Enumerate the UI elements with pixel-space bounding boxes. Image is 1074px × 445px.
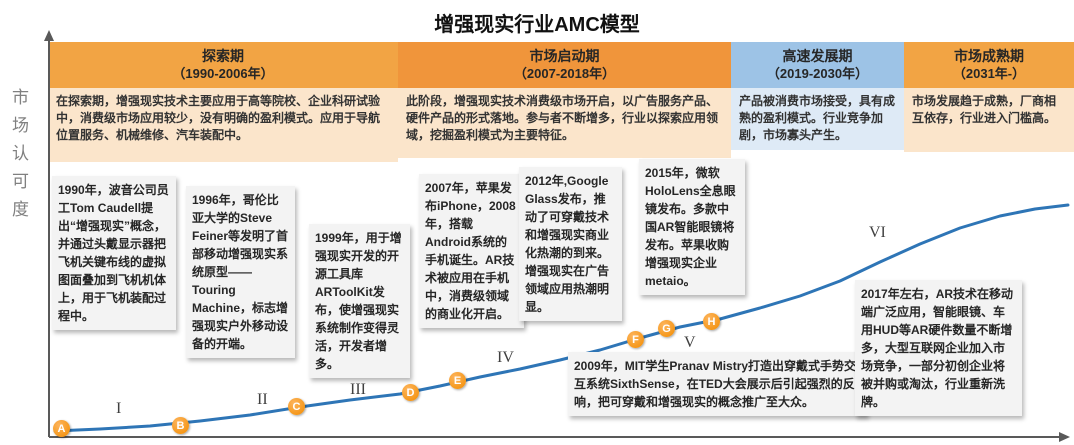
phase-desc-exploration: 在探索期，增强现实技术主要应用于高等院校、企业科研试验中，消费级市场应用较少，没… <box>48 88 398 162</box>
phase-years: （2019-2030年） <box>766 65 869 81</box>
milestone-box-2012: 2012年,Google Glass发布，推动了可穿戴技术和增强现实商业化热潮的… <box>519 167 622 321</box>
curve-point-e: E <box>449 372 466 389</box>
milestone-box-2007: 2007年，苹果发布iPhone，2008年，搭载Android系统的手机诞生。… <box>419 174 524 328</box>
phase-header-rapid-growth: 高速发展期 （2019-2030年） <box>731 42 904 88</box>
milestone-box-2015: 2015年，微软HoloLens全息眼镜发布。多款中国AR智能眼镜将发布。苹果收… <box>639 159 745 295</box>
curve-point-h: H <box>703 313 720 330</box>
phase-name: 市场启动期 <box>529 48 600 65</box>
phase-header-market-launch: 市场启动期 （2007-2018年） <box>398 42 731 88</box>
x-axis-arrow-icon <box>1059 432 1070 442</box>
milestone-box-2009: 2009年，MIT学生Pranav Mistry打造出穿戴式手势交互系统Sixt… <box>568 352 867 416</box>
milestone-box-1996: 1996年，哥伦比亚大学的Steve Feiner等发明了首部移动增强现实系统原… <box>186 186 295 358</box>
segment-label-3: III <box>350 381 366 398</box>
curve-point-b: B <box>172 417 189 434</box>
phase-years: （2031年-） <box>952 65 1026 81</box>
curve-point-g: G <box>658 320 675 337</box>
s-curve <box>53 203 1070 433</box>
curve-point-f: F <box>627 331 644 348</box>
diagram-title: 增强现实行业AMC模型 <box>434 14 640 36</box>
phase-years: （2007-2018年） <box>513 65 616 81</box>
phase-desc-market-launch: 此阶段，增强现实技术消费级市场开启，以广告服务产品、硬件产品的形式落地。参与者不… <box>398 88 731 158</box>
phase-desc-rapid-growth: 产品被消费市场接受，具有成熟的盈利模式。行业竞争加剧，市场寡头产生。 <box>731 88 904 150</box>
phase-name: 高速发展期 <box>782 48 853 65</box>
curve-point-a: A <box>53 420 70 437</box>
phase-desc-maturity: 市场发展趋于成熟，厂商相互依存，行业进入门槛高。 <box>904 88 1074 152</box>
phase-header-maturity: 市场成熟期 （2031年-） <box>904 42 1074 88</box>
phase-name: 探索期 <box>202 48 244 65</box>
segment-label-1: I <box>116 400 122 417</box>
milestone-box-2017: 2017年左右，AR技术在移动端广泛应用，智能眼镜、车用HUD等AR硬件数量不断… <box>855 280 1022 416</box>
phase-years: （1990-2006年） <box>172 65 274 81</box>
segment-label-2: II <box>257 391 268 408</box>
y-axis-label: 市场认可度 <box>9 88 28 228</box>
curve-point-d: D <box>402 384 419 401</box>
y-axis-arrow-icon <box>44 30 54 41</box>
segment-label-4: IV <box>497 349 514 366</box>
milestone-box-1990: 1990年，波音公司员工Tom Caudell提出“增强现实”概念，并通过头戴显… <box>52 176 176 330</box>
phase-header-exploration: 探索期 （1990-2006年） <box>48 42 398 88</box>
milestone-box-1999: 1999年，用于增强现实开发的开源工具库ARToolKit发布，使增强现实系统制… <box>309 224 410 378</box>
segment-label-6: VI <box>869 224 886 241</box>
segment-label-5: V <box>684 334 696 351</box>
phase-name: 市场成熟期 <box>954 48 1024 65</box>
curve-point-c: C <box>288 398 305 415</box>
